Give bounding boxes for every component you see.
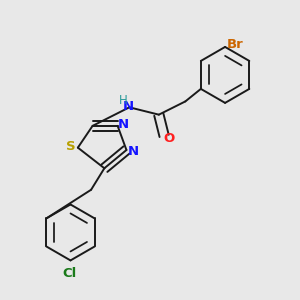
Text: H: H — [119, 94, 128, 107]
Text: Br: Br — [226, 38, 243, 50]
Text: Cl: Cl — [62, 267, 76, 280]
Text: O: O — [163, 132, 175, 145]
Text: S: S — [66, 140, 75, 153]
Text: N: N — [117, 118, 128, 130]
Text: N: N — [128, 145, 139, 158]
Text: N: N — [122, 100, 134, 113]
